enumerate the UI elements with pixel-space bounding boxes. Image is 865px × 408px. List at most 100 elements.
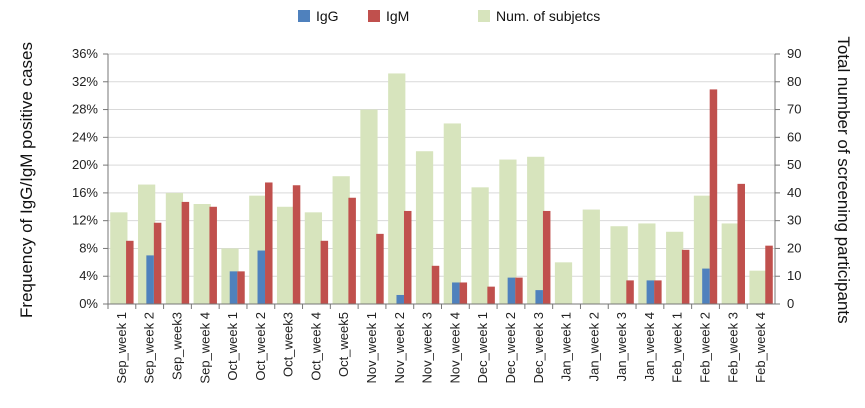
left-tick-label: 12% [72,213,98,228]
x-tick-label: Oct_week 2 [253,312,268,381]
igm-bar [515,277,523,304]
subjects-bar [332,176,350,304]
left-axis-title: Frequency of IgG/IgM positive cases [17,42,36,318]
igm-bar [487,286,495,304]
right-tick-label: 10 [787,268,801,283]
igm-bar [376,233,384,304]
right-tick-label: 60 [787,129,801,144]
x-tick-label: Dec_week 1 [475,312,490,384]
left-tick-label: 36% [72,46,98,61]
igg-bar [452,282,460,304]
x-tick-label: Jan_week 3 [614,312,629,381]
right-tick-label: 20 [787,240,801,255]
igm-bar [431,265,440,304]
x-tick-label: Nov_week 2 [392,312,407,384]
x-tick-label: Sep_week3 [169,312,184,380]
x-tick-label: Oct_week 1 [225,312,240,381]
subjects-bar [304,212,322,304]
left-tick-label: 8% [79,240,98,255]
x-tick-label: Nov_week 1 [364,312,379,384]
igg-bar [535,290,543,304]
subjects-bar [527,156,545,304]
igm-bar [237,271,245,304]
x-tick-label: Jan_week 2 [586,312,601,381]
subjects-bar [666,231,684,304]
igm-bar [181,201,190,304]
gridlines [108,53,775,277]
x-tick-label: Feb_week 3 [725,312,740,383]
igm-bar [681,249,690,304]
x-tick-label: Feb_week 4 [753,312,768,383]
igm-bar [765,245,773,304]
subjects-bar [749,270,767,304]
legend-label: IgM [386,8,409,24]
igm-bar [542,210,551,304]
right-axis-ticks: 0 10 20 30 40 50 60 70 80 90 [775,46,801,311]
igm-bar [348,197,356,304]
igg-bar [507,277,516,304]
x-tick-label: Sep_week 1 [114,312,129,384]
legend-swatch [368,10,380,22]
x-tick-label: Dec_week 2 [503,312,518,384]
left-tick-label: 20% [72,157,98,172]
subjects-bar [360,109,378,304]
igm-bar [709,89,718,305]
right-axis-title: Total number of screening participants [834,36,853,323]
left-tick-label: 32% [72,74,98,89]
igm-bar [626,280,634,304]
right-tick-label: 50 [787,157,801,172]
subjects-bar [499,159,517,304]
subjects-bar [193,204,211,304]
x-axis-ticks: Sep_week 1 Sep_week 2 Sep_week3 Sep_week 4 O… [107,304,768,384]
right-tick-label: 80 [787,74,801,89]
right-tick-label: 0 [787,296,794,311]
x-tick-label: Dec_week 3 [531,312,546,384]
igm-bar [153,222,162,304]
igm-bar [126,240,134,304]
subjects-bar [110,212,128,304]
legend: IgG IgM Num. of subjetcs [298,8,600,24]
igg-bar [257,250,266,304]
igg-bar [229,271,238,304]
subjects-bar [276,206,295,304]
subjects-bar [165,192,184,304]
igm-bar [459,282,468,304]
x-tick-label: Oct_week 4 [308,312,323,381]
igm-bar [265,182,273,304]
igm-bar [292,185,301,304]
igm-bar [737,183,745,304]
igg-bars [146,250,710,304]
subjects-bar [610,226,628,304]
igg-bar [702,268,710,304]
x-tick-label: Jan_week 1 [559,312,574,381]
x-tick-label: Nov_week 4 [447,312,462,384]
left-tick-label: 24% [72,129,98,144]
x-tick-label: Jan_week 4 [642,312,657,381]
igg-bar [646,280,655,304]
subjects-bar [415,151,434,304]
legend-swatch [478,10,490,22]
legend-label: IgG [316,8,339,24]
x-tick-label: Nov_week 3 [420,312,435,384]
subjects-bars [110,73,767,304]
igm-bar [654,280,662,304]
right-tick-label: 70 [787,102,801,117]
left-tick-label: 0% [79,296,98,311]
subjects-bar [388,73,406,304]
igm-bars [126,89,773,305]
x-tick-label: Feb_week 2 [698,312,713,383]
right-tick-label: 30 [787,213,801,228]
x-tick-label: Sep_week 4 [197,312,212,384]
left-axis-ticks: 0% 4% 8% 12% 16% 20% 24% 28% 32% 36% [72,46,108,311]
igm-bar [209,206,217,304]
igm-bar [320,240,329,304]
x-tick-label: Oct_week5 [336,312,351,377]
subjects-bar [582,209,600,304]
right-tick-label: 40 [787,185,801,200]
x-tick-label: Feb_week 1 [670,312,685,383]
subjects-bar [443,123,461,304]
igg-bar [396,294,404,304]
igm-bar [403,210,412,304]
left-tick-label: 16% [72,185,98,200]
